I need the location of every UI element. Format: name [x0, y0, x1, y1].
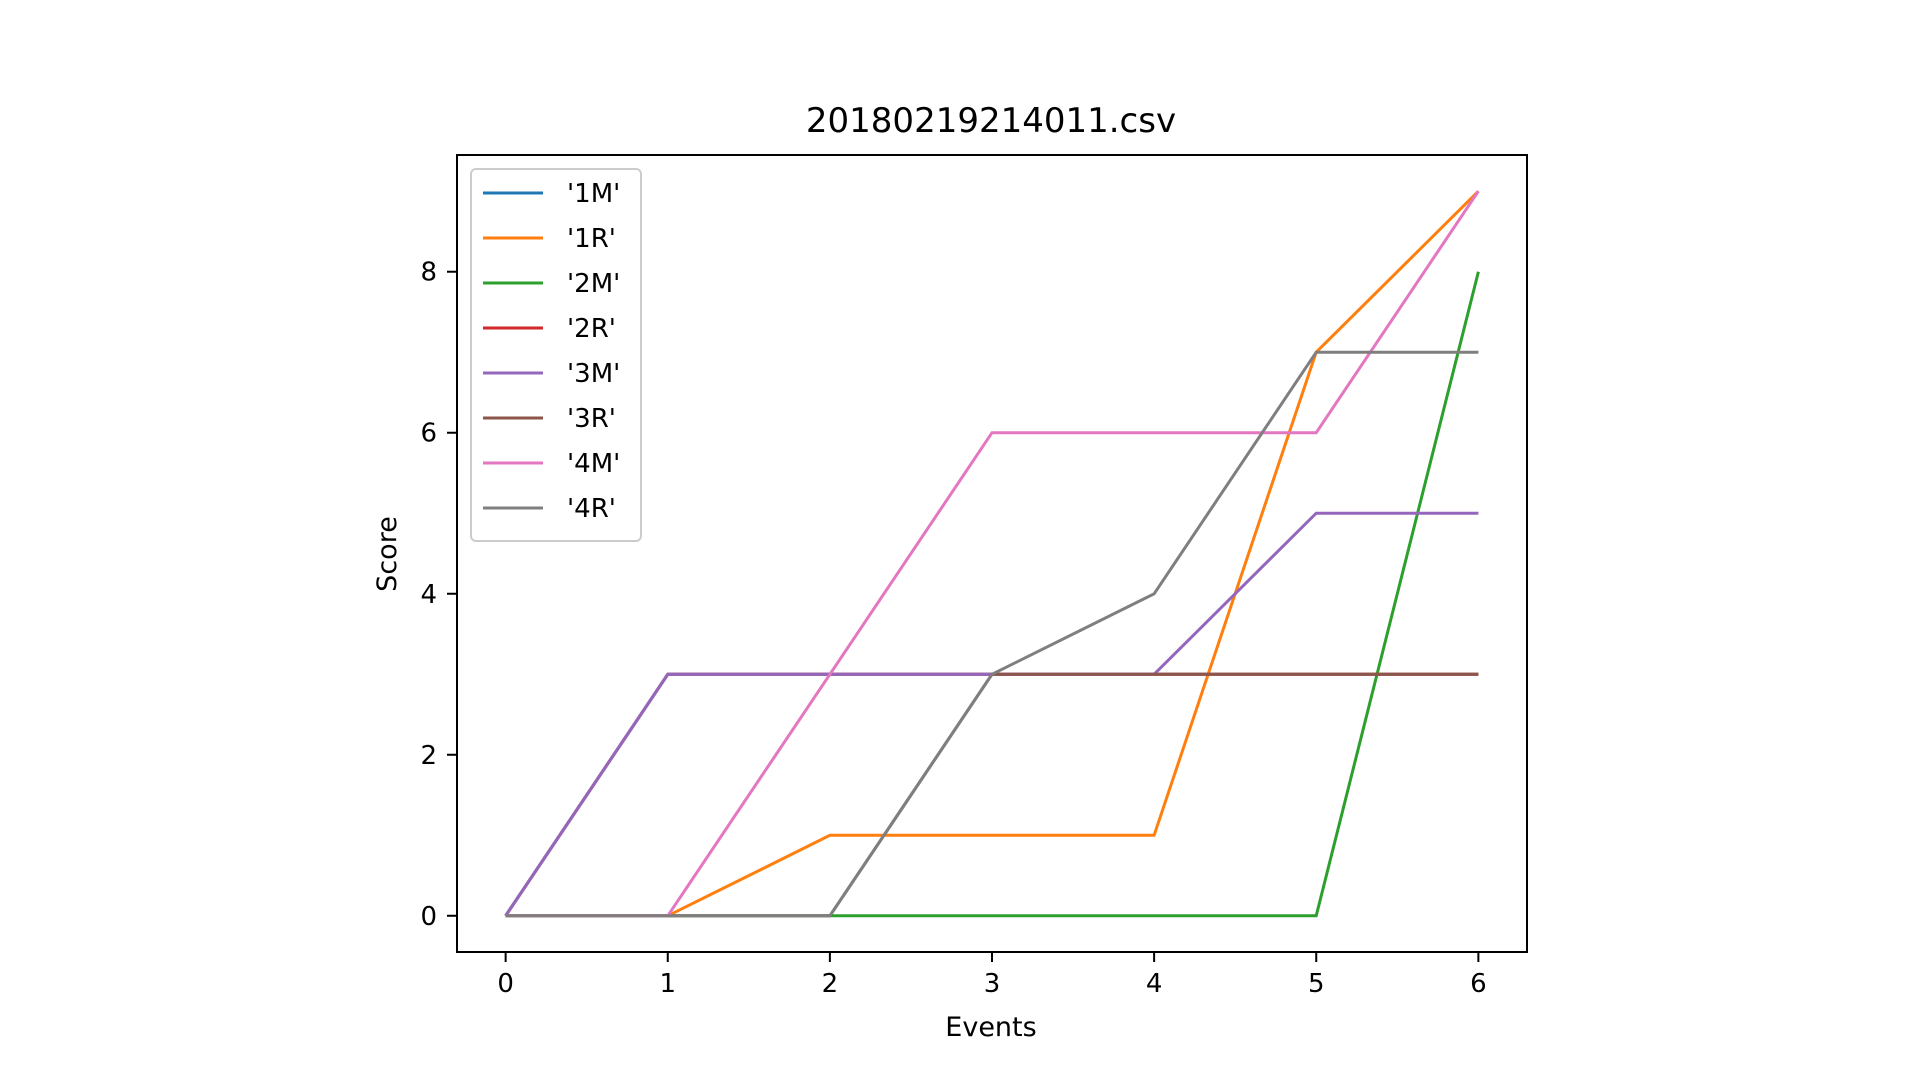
y-tick-label-0: 0 — [420, 902, 437, 932]
series-line-2 — [505, 271, 1480, 918]
legend-box — [470, 168, 642, 542]
series-layer — [504, 190, 1480, 918]
series-line-0 — [504, 672, 1479, 917]
x-tick-label-0: 0 — [497, 969, 514, 999]
legend-label-6: '4M' — [567, 449, 620, 479]
series-line-5 — [505, 672, 1479, 918]
series-line-7 — [505, 350, 1479, 918]
y-axis-label: Score — [372, 516, 403, 592]
x-axis-label: Events — [945, 1012, 1036, 1043]
series-line-1 — [505, 190, 1480, 918]
y-axis: 0 2 4 6 8 — [420, 258, 457, 932]
y-tick-label-1: 2 — [420, 741, 437, 771]
y-tick-label-2: 4 — [420, 580, 437, 610]
y-tick-label-3: 6 — [420, 419, 437, 449]
series-line-6 — [505, 190, 1480, 918]
x-tick-label-2: 2 — [822, 969, 839, 999]
series-line-3 — [504, 672, 1479, 917]
x-tick-label-4: 4 — [1146, 969, 1163, 999]
legend-label-3: '2R' — [567, 314, 616, 344]
legend-label-0: '1M' — [567, 179, 620, 209]
legend-label-4: '3M' — [567, 359, 620, 389]
legend-label-7: '4R' — [567, 494, 616, 524]
legend: '1M' '1R' '2M' '2R' '3M' '3R' '4M' '4R' — [470, 168, 642, 542]
x-tick-label-6: 6 — [1470, 969, 1487, 999]
x-tick-label-1: 1 — [659, 969, 676, 999]
chart-title: 20180219214011.csv — [806, 101, 1176, 141]
legend-label-5: '3R' — [567, 404, 616, 434]
legend-label-1: '1R' — [567, 224, 616, 254]
x-tick-label-3: 3 — [984, 969, 1001, 999]
x-axis: 0 1 2 3 4 5 6 — [497, 952, 1487, 999]
y-tick-label-4: 8 — [420, 258, 437, 288]
legend-label-2: '2M' — [567, 269, 620, 299]
x-tick-label-5: 5 — [1308, 969, 1325, 999]
